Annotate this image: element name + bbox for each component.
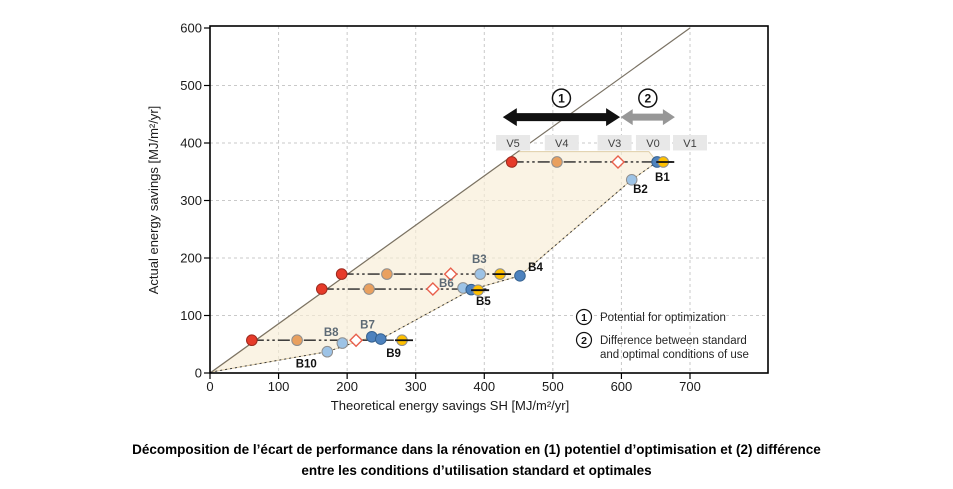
version-label-V0: V0 (646, 138, 659, 150)
x-tick-label-0: 0 (206, 379, 213, 394)
figure-caption: Décomposition de l’écart de performance … (0, 439, 953, 481)
data-point-lightblue (474, 268, 486, 280)
data-point-blue (374, 333, 387, 345)
data-point-orange (291, 334, 303, 347)
arrow-2: 2 (620, 88, 675, 126)
x-tick-label-600: 600 (611, 379, 633, 394)
x-tick-label-100: 100 (268, 379, 290, 394)
building-label-B4: B4 (528, 262, 543, 274)
data-point-diamond (443, 267, 458, 282)
version-labels: V5 V4 V3 V0 V1 (496, 135, 707, 151)
circled-number-outline (551, 88, 572, 108)
series-row-3 (315, 282, 490, 297)
figure-caption-line-2: entre les conditions d’utilisation stand… (301, 463, 652, 478)
legend-text-2-1: Difference between standard (600, 335, 747, 347)
legend-number-1: 1 (581, 312, 587, 324)
legend-circled-number-outline (575, 308, 593, 326)
y-tick-label-200: 200 (180, 251, 202, 266)
building-label-B8: B8 (324, 327, 339, 339)
figure-caption-line-1: Décomposition de l’écart de performance … (132, 442, 821, 457)
arrow-1: 1 (502, 88, 621, 127)
data-point-orange (363, 283, 375, 295)
data-point-diamond (425, 282, 440, 297)
y-tick-label-100: 100 (180, 308, 202, 323)
building-label-B10: B10 (296, 358, 317, 370)
data-point-red (315, 283, 328, 295)
identity-line (209, 27, 691, 374)
version-label-box-V5 (496, 135, 531, 151)
legend-circled-number-outline (575, 331, 593, 349)
performance-dotted-line (212, 161, 658, 373)
data-point-orange (381, 268, 393, 280)
version-label-box-V1 (673, 135, 707, 151)
y-tick-label-500: 500 (180, 78, 202, 93)
building-label-B9: B9 (386, 348, 401, 360)
version-label-V3: V3 (608, 138, 621, 150)
legend-text-2-2: and optimal conditions of use (600, 349, 749, 361)
scatter-points (321, 174, 638, 358)
x-axis-title: Theoretical energy savings SH [MJ/m²/yr] (331, 398, 569, 413)
x-tick-label-400: 400 (473, 379, 495, 394)
building-label-B1: B1 (655, 172, 670, 184)
legend-text-1-1: Potential for optimization (600, 312, 726, 324)
building-label-B7: B7 (360, 320, 375, 332)
version-label-V5: V5 (506, 138, 519, 150)
circled-number-outline (638, 88, 658, 108)
building-labels: B1 B2 B3 B4 B5 B6 B7 B8 B9 B10 (296, 172, 671, 370)
data-point-lightblue (336, 337, 349, 349)
data-point-red (505, 156, 518, 168)
data-point-diamond (349, 333, 364, 348)
y-tick-label-300: 300 (180, 193, 202, 208)
circled-number-1: 1 (558, 91, 565, 105)
x-tick-label-500: 500 (542, 379, 564, 394)
building-label-B6: B6 (439, 278, 454, 290)
legend: 1 Potential for optimization 2 Difference b… (575, 308, 749, 361)
x-tick-label-300: 300 (405, 379, 427, 394)
y-tick-label-0: 0 (195, 366, 202, 381)
version-label-box-V3 (597, 135, 632, 151)
y-tick-label-600: 600 (180, 21, 202, 36)
data-point-blue (514, 270, 526, 282)
data-point-red (246, 334, 258, 347)
series-row-4 (246, 330, 413, 348)
y-axis-title: Actual energy savings [MJ/m²/yr] (146, 106, 161, 295)
series-row-1 (505, 154, 675, 169)
data-point-red (335, 268, 348, 280)
building-label-B3: B3 (472, 254, 487, 266)
y-tick-label-400: 400 (180, 136, 202, 151)
x-tick-label-200: 200 (336, 379, 358, 394)
building-label-B2: B2 (633, 184, 648, 196)
double-arrow (620, 109, 675, 126)
version-label-V1: V1 (683, 138, 696, 150)
legend-number-2: 2 (581, 335, 587, 347)
plot-border (209, 25, 769, 374)
data-point-diamond (611, 154, 625, 169)
version-label-box-V0 (635, 135, 670, 151)
version-label-box-V4 (544, 135, 579, 151)
series-row-2 (335, 267, 512, 282)
energy-savings-chart: B1 B2 B3 B4 B5 B6 B7 B8 B9 B10 V5 V4 V3 V0 V1 1 2 1 Potent… (146, 21, 769, 413)
axes: 0 100 200 300 400 500 600 700 0 100 200 300 400 500 60… (180, 21, 701, 395)
energy-savings-chart-container: B1 B2 B3 B4 B5 B6 B7 B8 B9 B10 V5 V4 V3 V0 V1 1 2 1 Potent… (146, 21, 769, 413)
data-point-lightblue (321, 345, 334, 358)
circled-number-2: 2 (644, 91, 651, 105)
data-point-lightblue (625, 174, 638, 186)
version-label-V4: V4 (555, 138, 568, 150)
data-point-orange (551, 156, 563, 168)
x-tick-label-700: 700 (679, 379, 701, 394)
double-arrow (502, 108, 621, 127)
building-label-B5: B5 (476, 296, 491, 308)
